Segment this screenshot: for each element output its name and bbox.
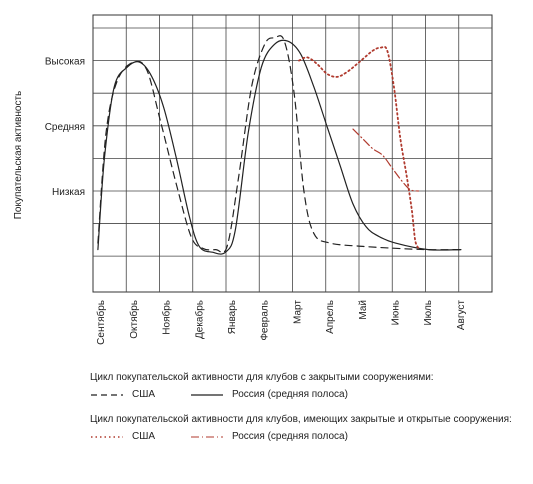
y-tick-label: Высокая bbox=[45, 57, 85, 68]
legend-swatch-dotted bbox=[91, 435, 123, 438]
legend-label: Россия (средняя полоса) bbox=[232, 389, 348, 400]
x-tick-label: Август bbox=[456, 300, 467, 331]
legend-label: США bbox=[132, 389, 156, 400]
legend-swatch-dashed bbox=[91, 393, 123, 396]
legend-group-1: Цикл покупательской активности для клубо… bbox=[0, 372, 533, 442]
y-tick-labels: Низкая Средняя Высокая bbox=[45, 57, 85, 198]
series-line-g2-dotted bbox=[298, 45, 420, 250]
x-tick-label: Ноябрь bbox=[161, 300, 173, 335]
legend-item-russia-open: Россия (средняя полоса) bbox=[190, 431, 348, 442]
x-tick-label: Май bbox=[358, 300, 369, 320]
legend-item-usa-closed: США bbox=[90, 389, 155, 400]
chart-svg: Низкая Средняя Высокая Сентябрь Октябрь Нояб… bbox=[13, 14, 493, 345]
x-tick-label: Декабрь bbox=[193, 300, 205, 339]
legend-group-1-title: Цикл покупательской активности для клубо… bbox=[90, 372, 434, 383]
legend-label: Россия (средняя полоса) bbox=[232, 431, 348, 442]
legend-group-2-title: Цикл покупательской активности для клубо… bbox=[90, 414, 512, 425]
series-line-g1-dashed bbox=[97, 35, 462, 254]
x-tick-label: Июнь bbox=[391, 300, 402, 325]
y-tick-label: Низкая bbox=[52, 187, 85, 198]
legend-group-2: Цикл покупательской активности для клубо… bbox=[0, 414, 533, 484]
x-tick-label: Апрель bbox=[325, 300, 336, 334]
legend-item-russia-closed: Россия (средняя полоса) bbox=[190, 389, 348, 400]
chart-figure: Низкая Средняя Высокая Сентябрь Октябрь Нояб… bbox=[0, 14, 533, 442]
series-lines bbox=[97, 35, 462, 255]
x-tick-labels: Сентябрь Октябрь Ноябрь Декабрь Январь Феврал… bbox=[95, 300, 467, 345]
y-axis-label: Покупательская активность bbox=[13, 91, 24, 220]
legend-item-usa-open: США bbox=[90, 431, 155, 442]
x-tick-label: Март bbox=[292, 300, 303, 324]
series-line-g2-dashdot bbox=[352, 128, 419, 192]
x-tick-label: Сентябрь bbox=[95, 300, 107, 345]
legend-label: США bbox=[132, 431, 156, 442]
x-tick-label: Январь bbox=[227, 300, 238, 334]
series-line-g1-solid bbox=[97, 39, 462, 255]
x-tick-label: Февраль bbox=[260, 300, 271, 341]
x-tick-label: Октябрь bbox=[128, 300, 140, 339]
x-tick-label: Июль bbox=[423, 300, 434, 326]
legend-swatch-solid bbox=[191, 393, 223, 396]
legend-swatch-dashdot bbox=[191, 436, 223, 437]
y-tick-label: Средняя bbox=[45, 122, 85, 133]
